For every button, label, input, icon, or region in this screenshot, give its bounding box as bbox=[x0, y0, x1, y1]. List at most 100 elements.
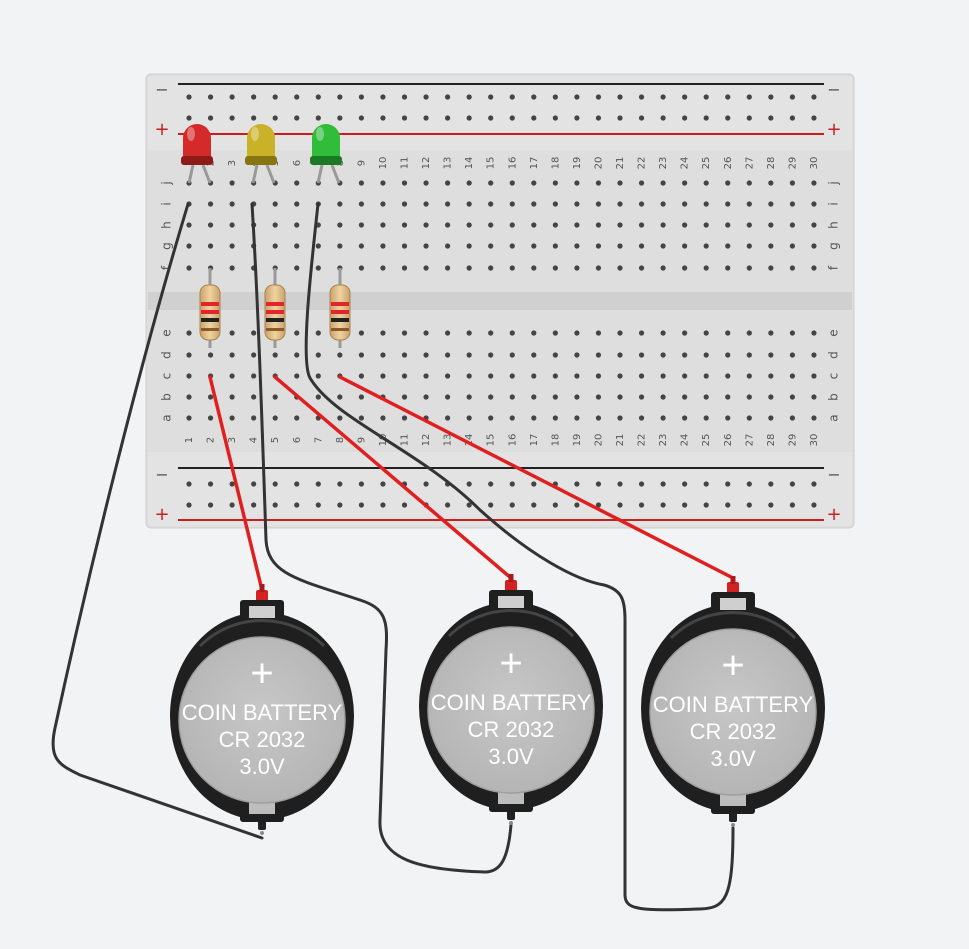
breadboard-hole bbox=[638, 201, 645, 207]
rail-hole bbox=[574, 481, 580, 487]
breadboard-hole bbox=[574, 243, 580, 249]
breadboard-hole bbox=[789, 394, 796, 400]
column-number: 15 bbox=[486, 157, 497, 170]
row-letter: a bbox=[160, 414, 174, 421]
resistor-2[interactable] bbox=[264, 268, 286, 348]
breadboard-hole bbox=[251, 352, 257, 358]
breadboard-hole bbox=[768, 352, 774, 358]
breadboard-hole bbox=[488, 394, 494, 400]
rail-hole bbox=[488, 115, 494, 121]
breadboard-hole bbox=[682, 265, 688, 271]
breadboard-hole bbox=[811, 352, 817, 358]
breadboard-hole bbox=[488, 373, 494, 379]
breadboard-hole bbox=[595, 394, 602, 400]
rail-hole bbox=[574, 94, 580, 100]
battery-top-contact bbox=[249, 606, 275, 618]
breadboard-hole bbox=[660, 243, 666, 249]
rail-hole bbox=[595, 502, 602, 508]
breadboard-hole bbox=[725, 352, 731, 358]
breadboard-hole bbox=[746, 394, 752, 400]
breadboard-hole bbox=[509, 201, 515, 207]
breadboard-hole bbox=[638, 394, 645, 400]
battery-label-line1: COIN BATTERY bbox=[182, 700, 343, 725]
breadboard-hole bbox=[552, 243, 558, 249]
breadboard-hole bbox=[595, 330, 602, 336]
rail-hole bbox=[186, 115, 192, 121]
breadboard-hole bbox=[207, 415, 214, 421]
rail-hole bbox=[380, 481, 386, 487]
battery-holder-ridge bbox=[198, 618, 326, 648]
yellow-led[interactable] bbox=[245, 124, 277, 184]
rail-hole bbox=[789, 502, 796, 508]
rail-hole bbox=[811, 481, 817, 487]
breadboard-hole bbox=[660, 373, 666, 379]
rail-hole bbox=[768, 481, 774, 487]
column-number: 5 bbox=[270, 437, 281, 443]
breadboard-hole bbox=[811, 394, 817, 400]
rail-hole bbox=[531, 481, 537, 487]
breadboard-hole bbox=[811, 222, 817, 228]
breadboard-hole bbox=[725, 373, 731, 379]
rail-hole bbox=[466, 502, 472, 508]
breadboard-hole bbox=[789, 222, 796, 228]
resistor-1[interactable] bbox=[199, 268, 221, 348]
breadboard-hole bbox=[552, 415, 558, 421]
wires bbox=[51, 202, 735, 912]
breadboard-hole bbox=[272, 415, 278, 421]
resistor-band bbox=[201, 328, 219, 331]
breadboard-hole bbox=[509, 180, 515, 186]
breadboard-hole bbox=[595, 222, 602, 228]
breadboard-hole bbox=[617, 330, 623, 336]
rail-hole bbox=[186, 502, 192, 508]
rail-hole bbox=[207, 481, 214, 487]
breadboard-hole bbox=[337, 243, 343, 249]
rail-hole bbox=[768, 94, 774, 100]
column-number: 27 bbox=[744, 157, 755, 170]
breadboard-hole bbox=[423, 352, 429, 358]
row-letter: g bbox=[160, 242, 174, 250]
breadboard-hole bbox=[552, 180, 558, 186]
breadboard-hole bbox=[423, 265, 429, 271]
battery-plus-symbol: + bbox=[499, 642, 522, 686]
row-letter: h bbox=[827, 221, 841, 229]
resistor-3[interactable] bbox=[329, 268, 351, 348]
breadboard-hole bbox=[466, 330, 472, 336]
breadboard-hole bbox=[337, 415, 343, 421]
breadboard-hole bbox=[423, 243, 429, 249]
battery-positive-pin bbox=[730, 576, 736, 584]
breadboard-hole bbox=[552, 222, 558, 228]
battery-top-contact bbox=[720, 598, 746, 610]
breadboard-hole bbox=[574, 373, 580, 379]
breadboard-hole bbox=[638, 415, 645, 421]
rail-hole bbox=[186, 94, 192, 100]
breadboard-hole bbox=[509, 330, 515, 336]
breadboard-hole bbox=[207, 222, 214, 228]
rail-hole bbox=[746, 481, 752, 487]
column-number: 13 bbox=[443, 157, 454, 170]
breadboard-hole bbox=[617, 415, 623, 421]
column-number: 26 bbox=[723, 434, 734, 447]
breadboard-hole bbox=[401, 243, 408, 249]
breadboard-hole bbox=[186, 330, 192, 336]
column-number: 1 bbox=[184, 437, 195, 443]
column-number: 25 bbox=[701, 434, 712, 447]
red-led[interactable] bbox=[181, 124, 213, 184]
rail-minus-label-tl: − bbox=[155, 80, 168, 99]
rail-hole bbox=[531, 115, 537, 121]
battery-label-line1: COIN BATTERY bbox=[431, 690, 592, 715]
breadboard-hole bbox=[358, 394, 364, 400]
breadboard-hole bbox=[617, 373, 623, 379]
breadboard-hole bbox=[294, 373, 300, 379]
row-letter: c bbox=[160, 373, 174, 380]
positive-wire-1 bbox=[208, 375, 264, 592]
negative-wire-3 bbox=[304, 202, 735, 912]
breadboard-hole bbox=[682, 352, 688, 358]
breadboard-hole bbox=[423, 201, 429, 207]
row-letter: j bbox=[827, 181, 841, 185]
green-led[interactable] bbox=[310, 124, 342, 184]
rail-hole bbox=[186, 481, 192, 487]
rail-hole bbox=[272, 502, 278, 508]
